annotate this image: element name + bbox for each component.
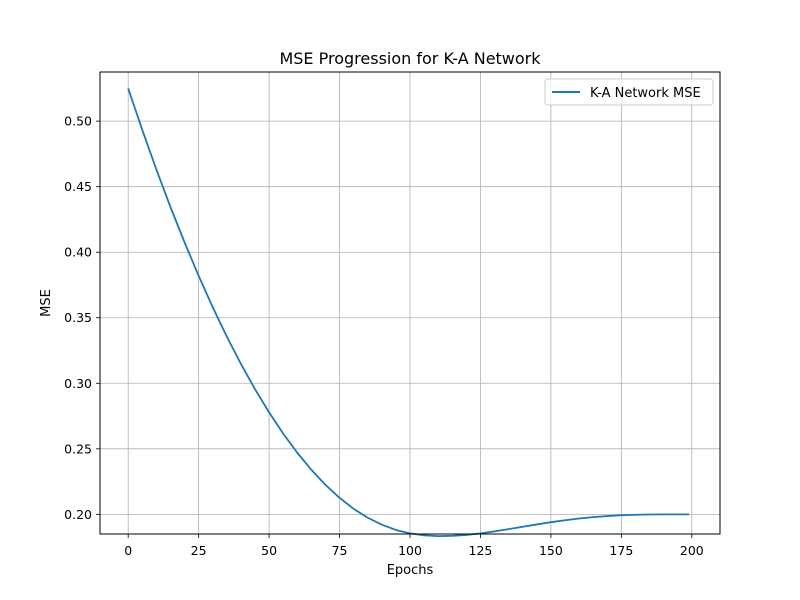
series-line-mse xyxy=(127,88,689,537)
x-tick-label: 125 xyxy=(469,543,493,558)
y-tick-label: 0.40 xyxy=(64,245,92,260)
y-tick-label: 0.25 xyxy=(64,441,92,456)
legend-entry-label: K-A Network MSE xyxy=(590,86,701,101)
y-tick-label: 0.30 xyxy=(64,376,92,391)
y-tick-label: 0.50 xyxy=(64,114,92,129)
x-tick-label: 50 xyxy=(261,543,277,558)
chart-title: MSE Progression for K-A Network xyxy=(279,49,541,68)
x-tick-label: 75 xyxy=(332,543,348,558)
x-tick-label: 25 xyxy=(191,543,207,558)
grid xyxy=(100,72,720,534)
y-tick-label: 0.20 xyxy=(64,507,92,522)
y-tick-label: 0.45 xyxy=(64,179,92,194)
legend: K-A Network MSE xyxy=(544,78,714,106)
x-tick-label: 100 xyxy=(398,543,422,558)
y-tick-label: 0.35 xyxy=(64,310,92,325)
x-axis-ticks: 0 25 50 75 100 125 150 175 200 xyxy=(124,534,704,558)
x-axis-label: Epochs xyxy=(387,563,434,578)
y-axis-ticks: 0.20 0.25 0.30 0.35 0.40 0.45 0.50 xyxy=(64,114,100,522)
x-tick-label: 175 xyxy=(609,543,633,558)
series-layer xyxy=(127,88,689,537)
legend-box xyxy=(544,78,714,106)
y-axis-label: MSE xyxy=(39,289,54,317)
x-tick-label: 150 xyxy=(539,543,563,558)
x-tick-label: 200 xyxy=(680,543,704,558)
x-tick-label: 0 xyxy=(124,543,132,558)
